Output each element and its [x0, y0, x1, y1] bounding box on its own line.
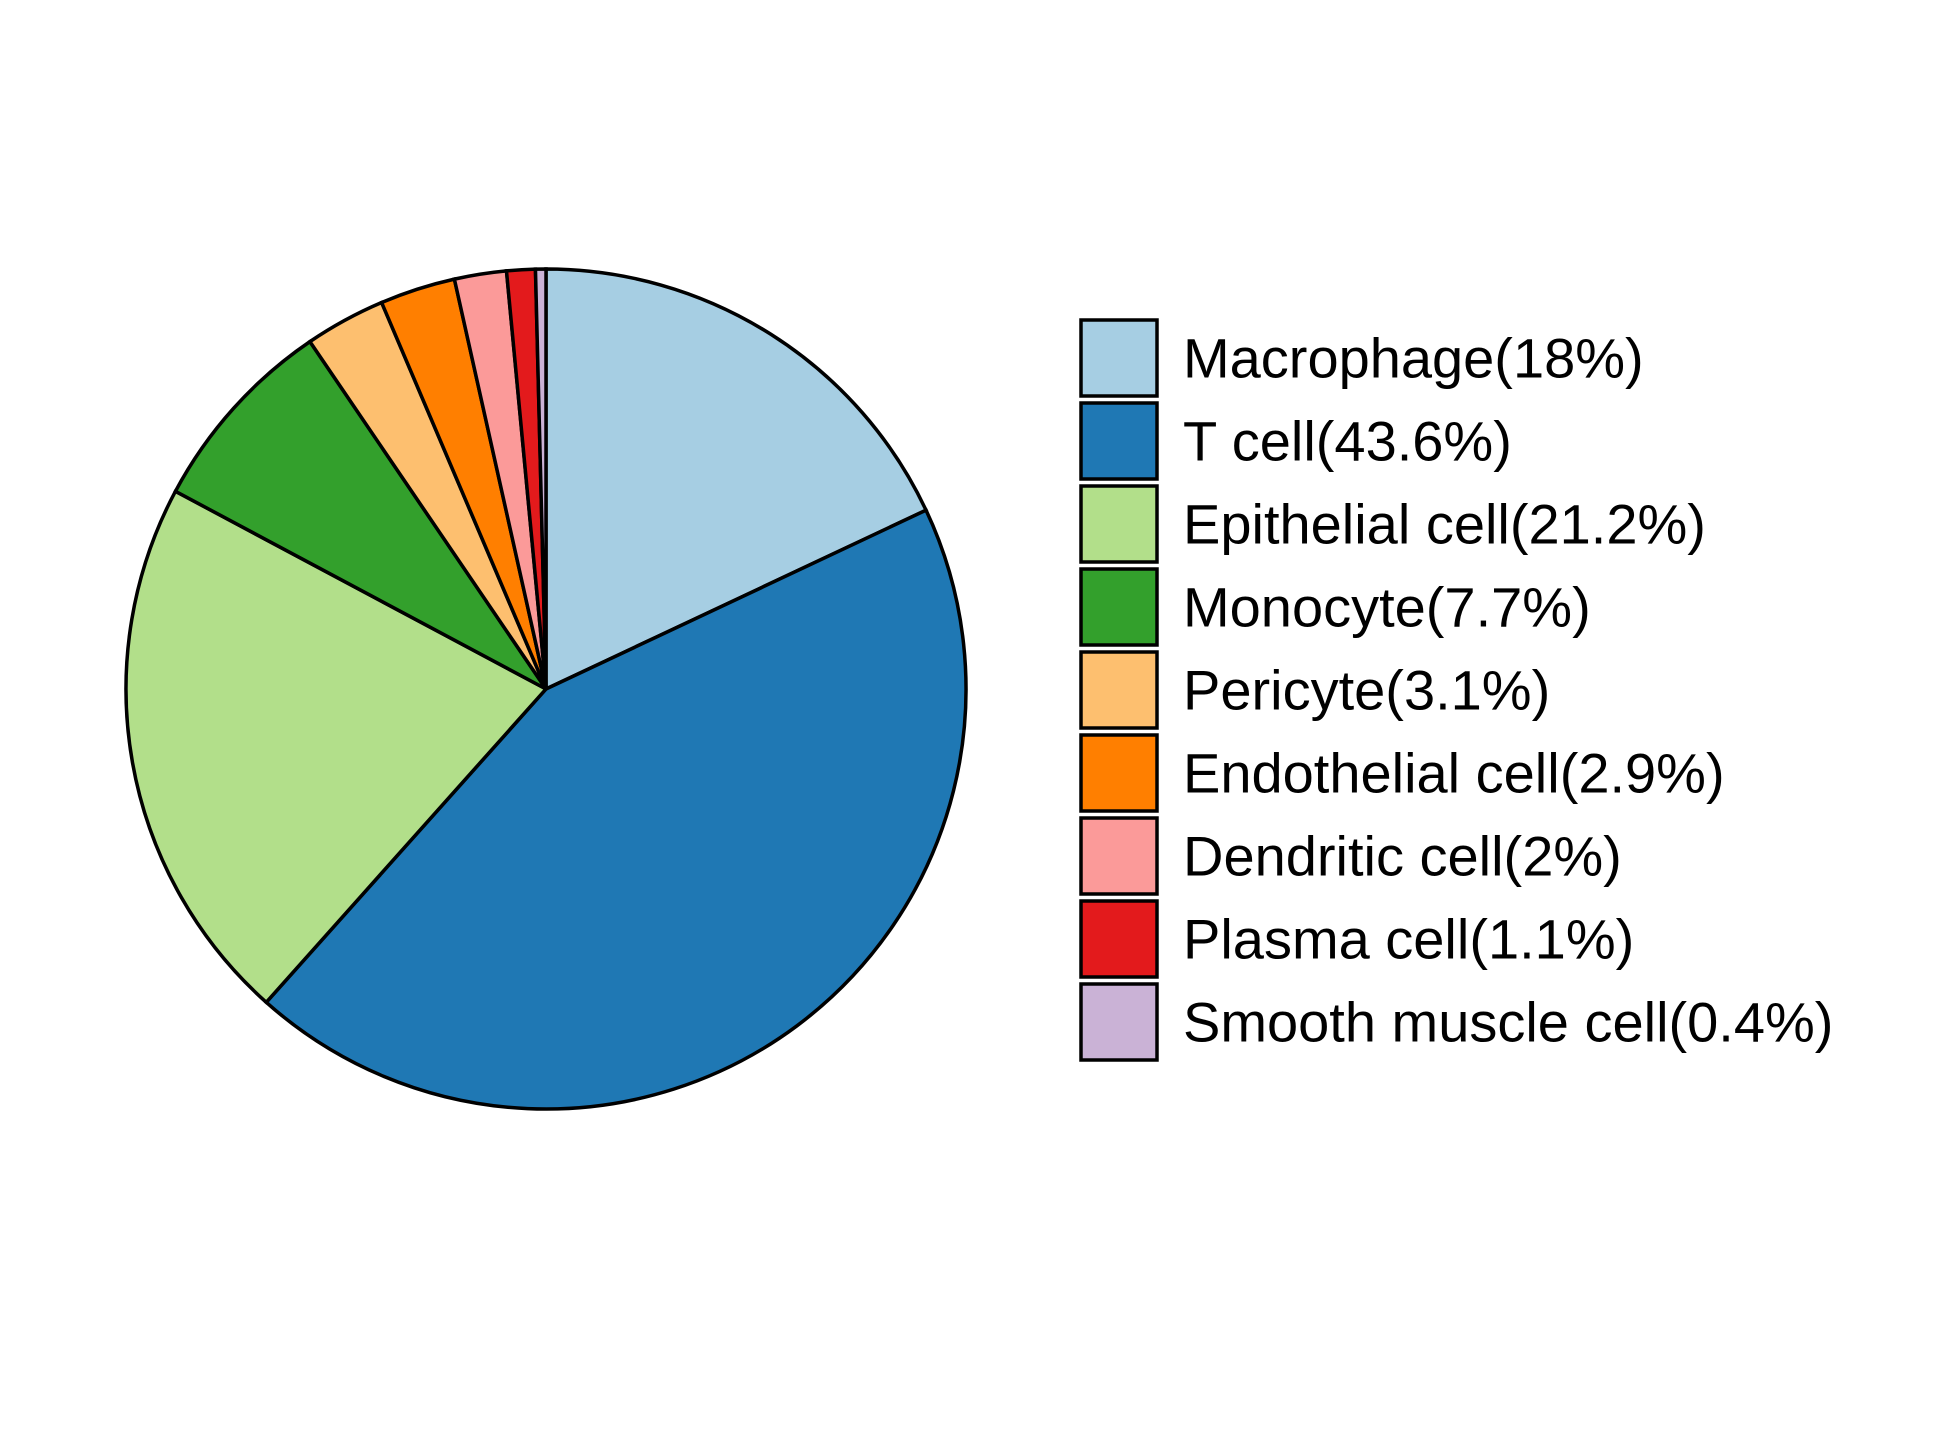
legend-swatch — [1079, 982, 1159, 1062]
legend-swatch — [1079, 484, 1159, 564]
legend-swatch — [1079, 650, 1159, 730]
legend-item: Pericyte(3.1%) — [1079, 650, 1550, 730]
legend-item: Macrophage(18%) — [1079, 318, 1644, 398]
legend-swatch — [1079, 401, 1159, 481]
pie-slice-epithelial-cell — [124, 488, 549, 1005]
legend-label: Pericyte(3.1%) — [1183, 659, 1550, 722]
legend-item: T cell(43.6%) — [1079, 401, 1512, 481]
legend-item: Smooth muscle cell(0.4%) — [1079, 982, 1833, 1062]
legend-label: Epithelial cell(21.2%) — [1183, 493, 1706, 556]
pie-slice-monocyte — [173, 339, 548, 691]
pie-slices — [124, 267, 968, 1111]
legend-swatch — [1079, 567, 1159, 647]
legend-item: Endothelial cell(2.9%) — [1079, 733, 1725, 813]
legend-label: T cell(43.6%) — [1183, 410, 1512, 473]
legend-swatch — [1079, 733, 1159, 813]
legend-item: Monocyte(7.7%) — [1079, 567, 1591, 647]
legend-label: Dendritic cell(2%) — [1183, 825, 1622, 888]
legend-swatch — [1079, 816, 1159, 896]
legend-label: Macrophage(18%) — [1183, 327, 1644, 390]
legend-label: Plasma cell(1.1%) — [1183, 908, 1634, 971]
pie-slice-macrophage — [544, 267, 929, 692]
legend-label: Smooth muscle cell(0.4%) — [1183, 991, 1833, 1054]
legend-item: Plasma cell(1.1%) — [1079, 899, 1634, 979]
legend-swatch — [1079, 899, 1159, 979]
pie-slice-smooth-muscle-cell — [533, 267, 548, 690]
legend-label: Monocyte(7.7%) — [1183, 576, 1591, 639]
legend: Macrophage(18%) T cell(43.6%) Epithelial c… — [1079, 318, 1833, 1062]
legend-item: Epithelial cell(21.2%) — [1079, 484, 1706, 564]
legend-item: Dendritic cell(2%) — [1079, 816, 1622, 896]
pie-slice-t-cell — [263, 507, 968, 1111]
legend-label: Endothelial cell(2.9%) — [1183, 742, 1725, 805]
legend-swatch — [1079, 318, 1159, 398]
